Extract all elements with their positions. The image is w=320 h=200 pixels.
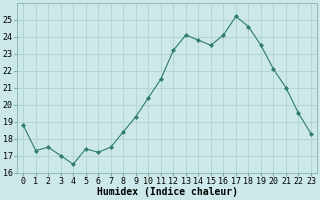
X-axis label: Humidex (Indice chaleur): Humidex (Indice chaleur) (97, 187, 237, 197)
